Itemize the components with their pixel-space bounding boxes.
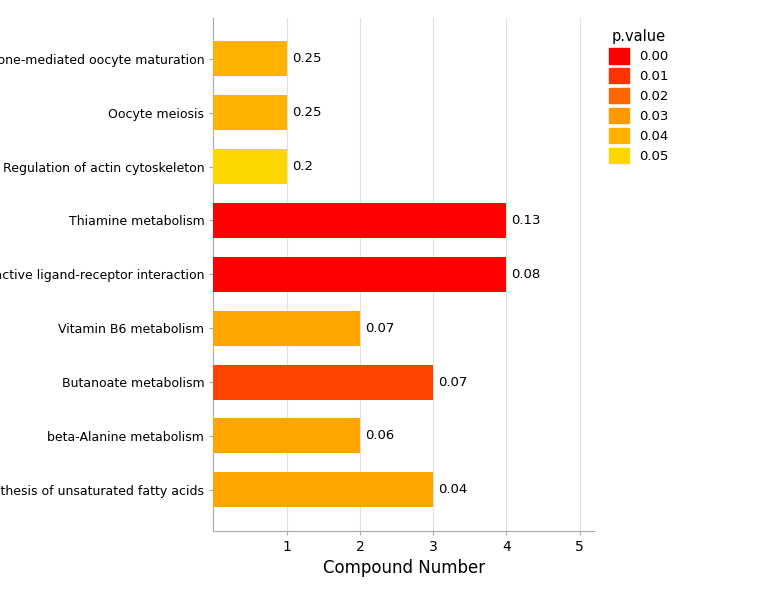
Bar: [213, 257, 507, 292]
Text: 0.13: 0.13: [511, 214, 541, 227]
Text: 0.07: 0.07: [438, 376, 468, 388]
Bar: [213, 149, 287, 184]
Bar: [213, 418, 360, 453]
Text: 0.04: 0.04: [438, 484, 468, 496]
Text: 0.06: 0.06: [365, 429, 394, 443]
Legend: 0.00, 0.01, 0.02, 0.03, 0.04, 0.05: 0.00, 0.01, 0.02, 0.03, 0.04, 0.05: [605, 25, 672, 167]
Text: 0.25: 0.25: [292, 52, 322, 65]
Text: 0.2: 0.2: [292, 160, 312, 173]
Bar: [213, 95, 287, 130]
Text: 0.25: 0.25: [292, 106, 322, 119]
Bar: [213, 311, 360, 346]
Text: 0.07: 0.07: [365, 322, 395, 335]
X-axis label: Compound Number: Compound Number: [323, 559, 485, 577]
Text: 0.08: 0.08: [511, 268, 541, 281]
Bar: [213, 42, 287, 77]
Bar: [213, 472, 433, 507]
Bar: [213, 203, 507, 238]
Bar: [213, 365, 433, 400]
